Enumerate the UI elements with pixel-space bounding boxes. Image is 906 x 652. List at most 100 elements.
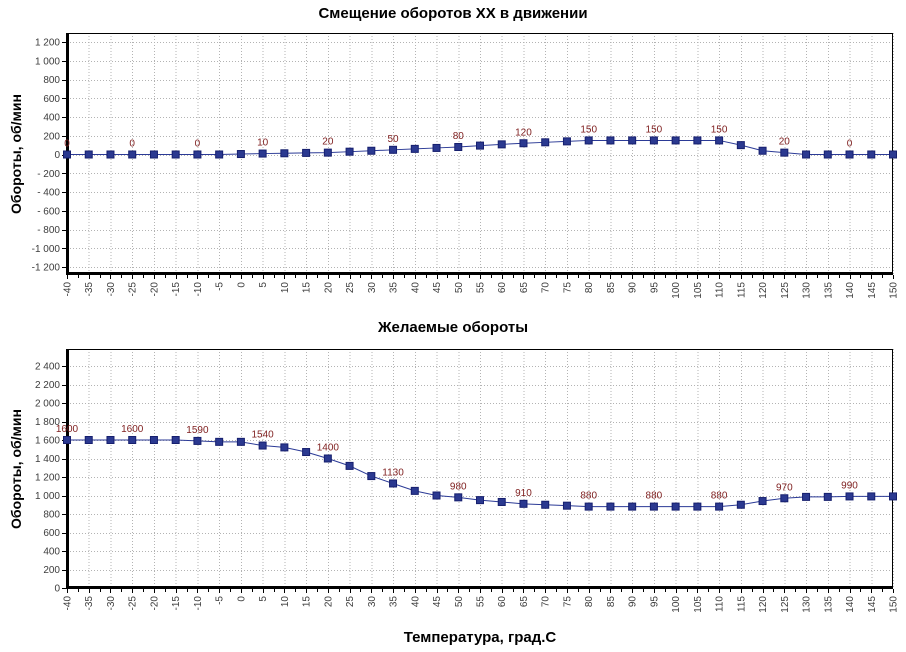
svg-text:45: 45	[432, 282, 443, 294]
svg-text:1 800: 1 800	[35, 417, 60, 428]
svg-text:0: 0	[54, 584, 60, 595]
desired-rpm-plot: 2 400 2 200 2 000 1 800 1 600 1 400 1 200 1 000…	[8, 349, 900, 613]
svg-text:1 200: 1 200	[35, 473, 60, 484]
y-axis-title: Обороты, об/мин	[8, 409, 24, 529]
svg-text:200: 200	[43, 131, 60, 142]
svg-text:50: 50	[454, 596, 465, 608]
svg-text:145: 145	[867, 596, 878, 613]
svg-text:-40: -40	[63, 596, 74, 611]
svg-text:130: 130	[802, 282, 813, 299]
svg-text:2 400: 2 400	[35, 362, 60, 373]
svg-text:80: 80	[584, 282, 595, 294]
svg-text:1540: 1540	[252, 430, 275, 441]
svg-text:- 200: - 200	[37, 169, 60, 180]
svg-text:10: 10	[257, 138, 269, 149]
data-point-labels: 1600 1600 1590 1540 1400 1130 980 910 880 880 880 9…	[56, 424, 858, 502]
svg-text:30: 30	[367, 282, 378, 294]
svg-text:990: 990	[841, 480, 858, 491]
svg-text:-10: -10	[193, 596, 204, 611]
svg-text:-1 200: -1 200	[32, 263, 61, 274]
svg-text:0: 0	[195, 139, 201, 150]
svg-text:150: 150	[580, 124, 597, 135]
svg-text:125: 125	[780, 596, 791, 613]
svg-text:1130: 1130	[382, 467, 404, 478]
svg-text:35: 35	[389, 596, 400, 608]
svg-text:1 000: 1 000	[35, 491, 60, 502]
svg-text:1590: 1590	[186, 425, 209, 436]
svg-text:970: 970	[776, 482, 793, 493]
svg-text:- 600: - 600	[37, 206, 60, 217]
svg-text:40: 40	[410, 596, 421, 608]
svg-text:130: 130	[802, 596, 813, 613]
svg-text:600: 600	[43, 528, 60, 539]
svg-text:1 600: 1 600	[35, 436, 60, 447]
axis-ticks	[62, 366, 894, 593]
svg-text:80: 80	[584, 596, 595, 608]
svg-text:-30: -30	[106, 282, 117, 297]
data-point-markers	[63, 436, 897, 511]
svg-text:880: 880	[711, 491, 728, 502]
svg-text:20: 20	[322, 137, 334, 148]
svg-text:-10: -10	[193, 282, 204, 297]
svg-text:105: 105	[693, 282, 704, 299]
svg-text:-15: -15	[171, 596, 182, 611]
svg-text:145: 145	[867, 282, 878, 299]
svg-text:25: 25	[345, 596, 356, 608]
svg-text:60: 60	[497, 596, 508, 608]
svg-text:600: 600	[43, 94, 60, 105]
svg-text:70: 70	[541, 596, 552, 608]
svg-text:60: 60	[497, 282, 508, 294]
svg-text:0: 0	[847, 139, 853, 150]
svg-text:5: 5	[258, 282, 269, 288]
x-axis-tick-labels: -40 -35 -30 -25 -20 -15 -10 -5 0 5 10 15 20 25 30 35 40 4…	[63, 282, 900, 299]
svg-text:800: 800	[43, 510, 60, 521]
svg-text:55: 55	[476, 282, 487, 294]
svg-text:1 200: 1 200	[35, 38, 60, 49]
svg-text:980: 980	[450, 481, 467, 492]
svg-text:50: 50	[454, 282, 465, 294]
svg-text:150: 150	[711, 124, 728, 135]
svg-text:400: 400	[43, 547, 60, 558]
svg-text:5: 5	[258, 596, 269, 602]
axis-ticks	[62, 42, 894, 279]
svg-text:85: 85	[606, 596, 617, 608]
svg-text:15: 15	[302, 282, 313, 294]
svg-text:65: 65	[519, 282, 530, 294]
x-axis-title: Температура, град.С	[403, 629, 557, 646]
svg-text:10: 10	[280, 596, 291, 608]
axis-lines	[66, 349, 893, 589]
svg-text:1 000: 1 000	[35, 56, 60, 67]
svg-text:140: 140	[845, 596, 856, 613]
svg-text:140: 140	[845, 282, 856, 299]
svg-text:100: 100	[671, 282, 682, 299]
svg-text:40: 40	[410, 282, 421, 294]
svg-text:-25: -25	[128, 282, 139, 297]
svg-text:45: 45	[432, 596, 443, 608]
svg-text:800: 800	[43, 75, 60, 86]
svg-text:-1 000: -1 000	[32, 244, 61, 255]
svg-text:0: 0	[64, 139, 70, 150]
svg-text:-20: -20	[149, 596, 160, 611]
svg-text:95: 95	[649, 596, 660, 608]
svg-text:110: 110	[715, 596, 726, 612]
svg-text:1 400: 1 400	[35, 454, 60, 465]
svg-text:-35: -35	[84, 596, 95, 611]
svg-text:70: 70	[541, 282, 552, 294]
svg-text:1600: 1600	[121, 424, 144, 435]
svg-text:120: 120	[515, 127, 532, 138]
svg-text:20: 20	[779, 137, 791, 148]
svg-text:-40: -40	[63, 282, 74, 297]
svg-text:-30: -30	[106, 596, 117, 611]
svg-text:0: 0	[236, 596, 247, 602]
svg-text:2 000: 2 000	[35, 399, 60, 410]
svg-text:880: 880	[646, 491, 663, 502]
svg-text:0: 0	[54, 150, 60, 161]
svg-text:0: 0	[236, 282, 247, 288]
svg-text:150: 150	[889, 282, 900, 299]
svg-text:100: 100	[671, 596, 682, 613]
svg-text:90: 90	[628, 282, 639, 294]
data-point-markers	[63, 136, 897, 159]
svg-text:85: 85	[606, 282, 617, 294]
svg-text:90: 90	[628, 596, 639, 608]
svg-text:-20: -20	[149, 282, 160, 297]
